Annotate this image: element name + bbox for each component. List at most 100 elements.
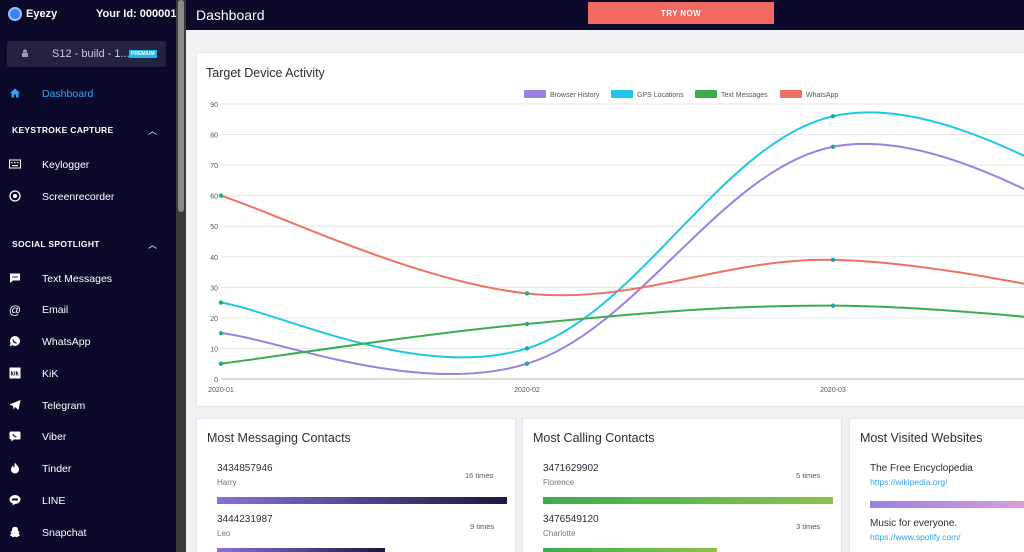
telegram-icon: [8, 399, 22, 414]
contact-frequency-bar: [217, 497, 507, 504]
home-icon: [8, 87, 22, 102]
android-icon: [20, 49, 30, 62]
series-line: [220, 111, 1024, 359]
contact-name: Florence: [543, 478, 575, 487]
sidebar-item-screenrecorder[interactable]: Screenrecorder: [0, 186, 176, 208]
series-line: [220, 194, 1024, 297]
contact-count: 5 times: [796, 471, 821, 480]
sidebar-item-line[interactable]: LINE: [0, 490, 176, 512]
sidebar-item-kik[interactable]: kik KiK: [0, 363, 176, 385]
contact-name: Charlotte: [543, 529, 576, 538]
contact-frequency-bar: [217, 548, 385, 552]
contact-count: 16 times: [465, 471, 494, 480]
chevron-up-icon[interactable]: ︿: [148, 126, 158, 136]
card-title: Target Device Activity: [206, 66, 325, 80]
sidebar-scrollbar[interactable]: [176, 0, 186, 552]
chevron-up-icon[interactable]: ︿: [148, 240, 158, 250]
data-point: [830, 144, 836, 149]
contact-count: 3 times: [796, 522, 821, 531]
website-link[interactable]: https://www.spotify.com/: [870, 532, 961, 542]
sidebar-item-label: Text Messages: [42, 273, 113, 285]
legend-swatch: [524, 90, 546, 98]
sidebar-item-label: Screenrecorder: [42, 191, 115, 203]
sidebar-scrollbar-thumb[interactable]: [178, 0, 184, 212]
most-messaging-contacts-card: Most Messaging Contacts 3434857946 Harry…: [196, 418, 516, 552]
contact-number: 3444231987: [217, 514, 273, 525]
target-device-activity-card: Target Device Activity 0 10 20 30 40 50 60 70 80…: [196, 52, 1024, 407]
y-tick-label: 90: [210, 102, 218, 109]
most-calling-contacts-card: Most Calling Contacts 3471629902 Florenc…: [522, 418, 842, 552]
data-point: [830, 257, 836, 263]
contact-count: 9 times: [470, 522, 495, 531]
website-link[interactable]: https://wikipedia.org/: [870, 477, 948, 487]
y-tick-label: 50: [210, 224, 218, 231]
y-tick-label: 0: [214, 377, 218, 384]
sidebar-item-tinder[interactable]: Tinder: [0, 458, 176, 480]
section-keystroke-capture[interactable]: KEYSTROKE CAPTURE: [12, 125, 114, 135]
y-tick-label: 30: [210, 285, 218, 292]
activity-line-chart: 0 10 20 30 40 50 60 70 80 90 2020-01 2020-02 2020-03…: [208, 90, 1024, 394]
data-point: [524, 321, 530, 327]
data-point: [524, 346, 530, 351]
sidebar-item-label: Telegram: [42, 400, 86, 412]
data-point: [830, 114, 836, 119]
y-tick-label: 20: [210, 316, 218, 323]
data-point: [218, 193, 224, 198]
section-social-spotlight[interactable]: SOCIAL SPOTLIGHT: [12, 239, 100, 249]
legend-label: Text Messages: [721, 92, 768, 99]
y-tick-label: 60: [210, 194, 218, 201]
user-id: Your Id: 000001: [96, 8, 177, 20]
series-line: [220, 142, 1024, 376]
website-frequency-bar: [870, 501, 1024, 508]
at-icon: @: [8, 303, 22, 317]
try-now-button[interactable]: TRY NOW: [588, 2, 774, 24]
card-title: Most Visited Websites: [860, 431, 983, 445]
kik-icon: kik: [8, 367, 22, 382]
data-point: [218, 300, 224, 305]
legend-label: WhatsApp: [806, 92, 838, 99]
device-selector[interactable]: S12 - build - 1... PREMIUM: [7, 41, 166, 67]
sidebar-item-whatsapp[interactable]: WhatsApp: [0, 331, 176, 353]
contact-name: Leo: [217, 529, 231, 538]
tinder-icon: [8, 462, 22, 477]
contact-number: 3471629902: [543, 463, 599, 474]
sidebar-item-viber[interactable]: Viber: [0, 426, 176, 448]
data-point: [524, 291, 530, 296]
eyezy-logo-icon: [8, 7, 22, 21]
contact-number: 3434857946: [217, 463, 273, 474]
card-title: Most Messaging Contacts: [207, 431, 351, 445]
sidebar-item-label: Tinder: [42, 463, 72, 475]
y-tick-label: 40: [210, 255, 218, 262]
legend-label: Browser History: [550, 92, 600, 99]
sidebar-item-label: Email: [42, 304, 69, 316]
contact-name: Harry: [217, 478, 237, 487]
sidebar-item-keylogger[interactable]: Keylogger: [0, 154, 176, 176]
website-title: The Free Encyclopedia: [870, 463, 973, 474]
chat-icon: [8, 272, 22, 287]
keyboard-icon: [8, 158, 22, 172]
sidebar-item-dashboard[interactable]: Dashboard: [0, 83, 176, 105]
contact-frequency-bar: [543, 497, 833, 504]
y-tick-label: 10: [210, 346, 218, 353]
sidebar-item-snapchat[interactable]: Snapchat: [0, 522, 176, 544]
sidebar-item-text-messages[interactable]: Text Messages: [0, 268, 176, 290]
sidebar-item-email[interactable]: @ Email: [0, 299, 176, 321]
card-title: Most Calling Contacts: [533, 431, 655, 445]
line-icon: [8, 494, 22, 509]
sidebar-item-label: Viber: [42, 431, 67, 443]
legend-swatch: [611, 90, 633, 98]
viber-icon: [8, 430, 22, 445]
brand[interactable]: Eyezy: [8, 7, 57, 21]
website-title: Music for everyone.: [870, 518, 958, 529]
sidebar-item-label: KiK: [42, 368, 59, 380]
sidebar-item-label: WhatsApp: [42, 336, 91, 348]
contact-frequency-bar: [543, 548, 717, 552]
sidebar-item-label: Snapchat: [42, 527, 87, 539]
contact-number: 3476549120: [543, 514, 599, 525]
data-point: [830, 303, 836, 308]
brand-name: Eyezy: [26, 8, 58, 20]
legend-swatch: [780, 90, 802, 98]
x-tick-label: 2020-02: [514, 387, 540, 394]
sidebar-item-telegram[interactable]: Telegram: [0, 395, 176, 417]
whatsapp-icon: [8, 335, 22, 350]
